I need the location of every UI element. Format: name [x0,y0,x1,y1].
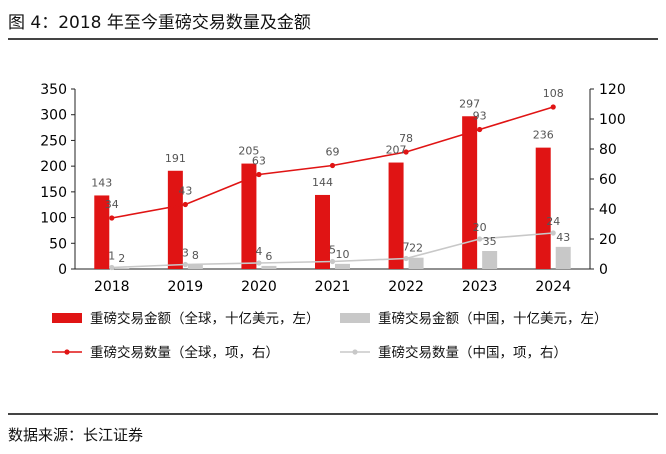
legend-marker-global-count [64,349,70,355]
y-left-tick-label: 200 [40,159,67,175]
point-china-count [329,258,336,265]
bar-china-amount [408,257,424,269]
bar-china-amount-label: 22 [409,242,423,255]
y-right-tick-label: 120 [599,82,626,98]
point-global-count [329,162,336,169]
bottom-rule [8,413,658,415]
bar-global-amount [535,147,551,269]
bar-global-amount [462,116,478,269]
y-right-tick-label: 20 [599,232,617,248]
point-china-count [109,264,115,271]
bar-global-amount-label: 144 [312,176,333,189]
bar-series [94,116,571,269]
bar-global-amount [167,170,183,269]
chart: 0501001502002503003500204060801001202018… [40,82,625,361]
point-global-count [403,149,409,155]
y-left-tick-label: 250 [40,133,67,149]
bar-china-amount [335,263,350,269]
y-right-tick-label: 0 [599,262,608,278]
legend-swatch-global-amount [52,313,82,323]
bar-china-amount-label: 10 [336,248,350,261]
label-china-count: 4 [255,245,262,258]
bar-global-amount-label: 236 [533,129,554,142]
bar-china-amount [114,267,130,269]
label-global-count: 78 [399,132,413,145]
bar-china-amount [261,265,277,269]
label-china-count: 1 [108,250,115,263]
bar-china-amount-label: 2 [118,252,125,265]
label-global-count: 69 [326,146,340,159]
label-china-count: 7 [403,241,410,254]
x-tick-label: 2021 [315,279,351,295]
bar-global-amount-label: 205 [238,145,259,158]
y-left-tick-label: 0 [58,262,67,278]
label-global-count: 93 [473,110,487,123]
bar-china-amount-label: 6 [265,250,272,263]
legend-swatch-china-amount [340,313,370,323]
x-tick-label: 2023 [462,279,498,295]
y-left-tick-label: 300 [40,108,67,124]
y-left-tick-label: 50 [49,236,67,252]
bar-global-amount-label: 297 [459,97,480,110]
point-global-count [182,201,188,208]
point-global-count [477,126,483,133]
label-china-count: 5 [329,244,336,257]
bar-global-amount [388,162,404,269]
y-right-tick-label: 60 [599,172,617,188]
y-right-tick-label: 40 [599,202,617,218]
bar-global-amount-label: 143 [91,176,112,189]
label-global-count: 108 [543,87,564,100]
label-china-count: 3 [182,247,189,260]
bar-china-amount-label: 35 [483,235,497,248]
bar-china-amount [482,251,498,269]
y-left-tick-label: 350 [40,82,67,98]
y-right-tick-label: 80 [599,142,617,158]
y-left-tick-label: 100 [40,211,67,227]
legend-label-china-amount: 重磅交易金额（中国，十亿美元，左） [378,310,608,327]
x-tick-label: 2018 [94,279,130,295]
bar-china-amount-label: 43 [556,231,570,244]
point-global-count [109,215,115,221]
line-series [109,104,556,271]
bar-global-amount-label: 207 [386,144,407,157]
bar-global-amount-label: 191 [165,152,186,165]
y-right-tick-label: 100 [599,112,626,128]
label-china-count: 24 [546,215,560,228]
label-china-count: 20 [473,221,487,234]
label-global-count: 34 [105,198,119,211]
label-global-count: 63 [252,155,266,168]
bar-china-amount [187,264,203,269]
label-global-count: 43 [178,185,192,198]
legend-label-china-count: 重磅交易数量（中国，项，右） [378,344,567,361]
point-china-count [182,261,188,268]
bar-global-amount [94,195,110,269]
point-china-count [256,260,262,266]
point-china-count [550,230,556,236]
figure-title: 图 4：2018 年至今重磅交易数量及金额 [8,13,311,33]
point-china-count [403,255,409,262]
legend-label-global-amount: 重磅交易金额（全球，十亿美元，左） [90,310,320,327]
point-global-count [256,171,262,178]
source-note: 数据来源：长江证券 [8,426,144,444]
x-tick-label: 2019 [168,279,204,295]
x-tick-label: 2020 [241,279,277,295]
x-tick-label: 2024 [535,279,571,295]
bar-china-amount-label: 8 [192,249,199,262]
legend-marker-china-count [352,349,358,355]
bar-global-amount [241,163,257,269]
chart-axes: 0501001502002503003500204060801001202018… [40,82,625,295]
top-rule [8,38,658,40]
y-left-tick-label: 150 [40,185,67,201]
bar-global-amount [315,194,330,269]
legend: 重磅交易金额（全球，十亿美元，左） 重磅交易金额（中国，十亿美元，左） 重磅交易数量… [52,310,608,361]
point-china-count [477,236,483,242]
x-tick-label: 2022 [388,279,424,295]
point-global-count [550,104,556,110]
bar-china-amount [555,246,571,269]
legend-label-global-count: 重磅交易数量（全球，项，右） [90,344,279,361]
